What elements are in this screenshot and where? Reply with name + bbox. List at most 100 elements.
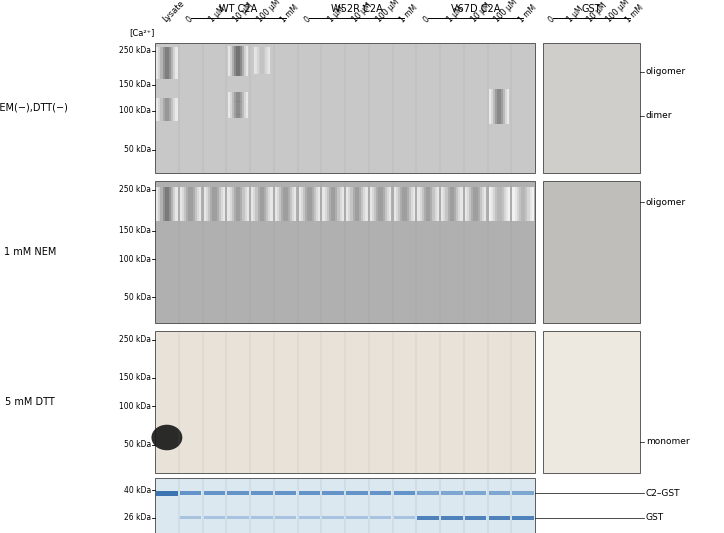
FancyBboxPatch shape: [519, 197, 521, 199]
FancyBboxPatch shape: [447, 200, 450, 202]
FancyBboxPatch shape: [277, 211, 279, 212]
FancyBboxPatch shape: [240, 111, 242, 112]
FancyBboxPatch shape: [420, 207, 421, 209]
FancyBboxPatch shape: [199, 209, 201, 211]
FancyBboxPatch shape: [206, 216, 208, 217]
FancyBboxPatch shape: [366, 207, 368, 209]
FancyBboxPatch shape: [340, 217, 342, 219]
FancyBboxPatch shape: [169, 117, 171, 119]
FancyBboxPatch shape: [454, 192, 456, 193]
FancyBboxPatch shape: [240, 53, 242, 54]
FancyBboxPatch shape: [161, 111, 163, 113]
FancyBboxPatch shape: [502, 188, 504, 190]
FancyBboxPatch shape: [230, 204, 232, 205]
FancyBboxPatch shape: [258, 63, 260, 64]
FancyBboxPatch shape: [266, 188, 269, 190]
FancyBboxPatch shape: [491, 199, 493, 200]
FancyBboxPatch shape: [234, 99, 236, 100]
FancyBboxPatch shape: [529, 214, 531, 216]
FancyBboxPatch shape: [264, 187, 266, 188]
FancyBboxPatch shape: [452, 200, 454, 202]
FancyBboxPatch shape: [216, 197, 219, 199]
FancyBboxPatch shape: [333, 195, 335, 197]
FancyBboxPatch shape: [396, 197, 398, 199]
FancyBboxPatch shape: [359, 187, 361, 188]
FancyBboxPatch shape: [357, 192, 359, 193]
FancyBboxPatch shape: [508, 188, 510, 190]
FancyBboxPatch shape: [156, 120, 159, 121]
FancyBboxPatch shape: [244, 74, 246, 76]
FancyBboxPatch shape: [418, 219, 420, 221]
FancyBboxPatch shape: [232, 98, 234, 99]
FancyBboxPatch shape: [171, 108, 173, 109]
FancyBboxPatch shape: [454, 195, 456, 197]
FancyBboxPatch shape: [167, 117, 169, 119]
FancyBboxPatch shape: [381, 192, 383, 193]
FancyBboxPatch shape: [161, 187, 163, 188]
FancyBboxPatch shape: [357, 207, 359, 209]
FancyBboxPatch shape: [508, 207, 510, 209]
FancyBboxPatch shape: [366, 202, 368, 204]
FancyBboxPatch shape: [428, 187, 430, 188]
FancyBboxPatch shape: [456, 204, 458, 205]
FancyBboxPatch shape: [230, 74, 232, 76]
FancyBboxPatch shape: [491, 192, 493, 193]
FancyBboxPatch shape: [186, 209, 188, 211]
FancyBboxPatch shape: [223, 205, 225, 207]
FancyBboxPatch shape: [282, 199, 284, 200]
FancyBboxPatch shape: [521, 204, 523, 205]
FancyBboxPatch shape: [370, 204, 372, 205]
FancyBboxPatch shape: [454, 188, 456, 190]
FancyBboxPatch shape: [167, 115, 169, 116]
FancyBboxPatch shape: [171, 190, 173, 192]
FancyBboxPatch shape: [506, 207, 508, 209]
FancyBboxPatch shape: [318, 202, 320, 204]
FancyBboxPatch shape: [301, 211, 303, 212]
FancyBboxPatch shape: [357, 205, 359, 207]
FancyBboxPatch shape: [493, 98, 495, 99]
FancyBboxPatch shape: [271, 190, 272, 192]
FancyBboxPatch shape: [318, 212, 320, 214]
FancyBboxPatch shape: [452, 219, 454, 221]
FancyBboxPatch shape: [346, 491, 368, 495]
FancyBboxPatch shape: [500, 192, 502, 193]
FancyBboxPatch shape: [240, 49, 242, 50]
FancyBboxPatch shape: [408, 187, 411, 188]
FancyBboxPatch shape: [350, 219, 353, 221]
FancyBboxPatch shape: [517, 205, 519, 207]
FancyBboxPatch shape: [504, 195, 506, 197]
FancyBboxPatch shape: [348, 217, 350, 219]
FancyBboxPatch shape: [299, 216, 301, 217]
FancyBboxPatch shape: [450, 192, 452, 193]
FancyBboxPatch shape: [253, 47, 256, 49]
FancyBboxPatch shape: [426, 209, 428, 211]
FancyBboxPatch shape: [262, 214, 264, 216]
FancyBboxPatch shape: [400, 205, 403, 207]
FancyBboxPatch shape: [331, 187, 333, 188]
FancyBboxPatch shape: [167, 106, 169, 107]
FancyBboxPatch shape: [434, 202, 437, 204]
FancyBboxPatch shape: [497, 88, 500, 90]
FancyBboxPatch shape: [495, 207, 497, 209]
FancyBboxPatch shape: [167, 104, 169, 106]
FancyBboxPatch shape: [309, 193, 311, 195]
FancyBboxPatch shape: [307, 214, 309, 216]
FancyBboxPatch shape: [245, 219, 247, 221]
FancyBboxPatch shape: [271, 197, 272, 199]
FancyBboxPatch shape: [465, 209, 467, 211]
FancyBboxPatch shape: [216, 207, 219, 209]
FancyBboxPatch shape: [348, 199, 350, 200]
FancyBboxPatch shape: [492, 122, 493, 124]
FancyBboxPatch shape: [169, 75, 171, 76]
FancyBboxPatch shape: [420, 202, 421, 204]
FancyBboxPatch shape: [251, 217, 253, 219]
FancyBboxPatch shape: [506, 195, 508, 197]
FancyBboxPatch shape: [370, 188, 372, 190]
FancyBboxPatch shape: [357, 195, 359, 197]
FancyBboxPatch shape: [309, 214, 311, 216]
FancyBboxPatch shape: [505, 99, 508, 101]
FancyBboxPatch shape: [500, 200, 502, 202]
FancyBboxPatch shape: [260, 219, 262, 221]
FancyBboxPatch shape: [430, 187, 432, 188]
FancyBboxPatch shape: [173, 52, 175, 53]
